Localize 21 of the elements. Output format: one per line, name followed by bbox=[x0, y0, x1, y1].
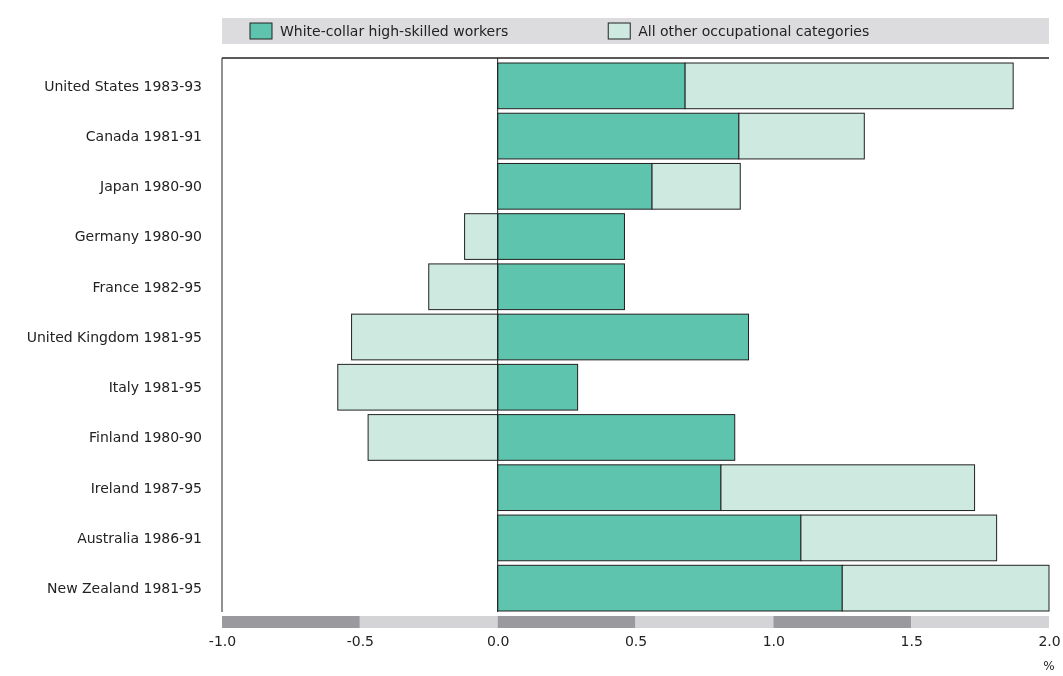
y-tick-label: New Zealand 1981-95 bbox=[47, 580, 202, 597]
x-tick-label: 1.0 bbox=[762, 632, 785, 649]
legend-label: White-collar high-skilled workers bbox=[280, 22, 509, 39]
x-tick-label: 0.5 bbox=[624, 632, 648, 649]
y-tick-label: Finland 1980-90 bbox=[89, 429, 202, 446]
y-tick-label: Italy 1981-95 bbox=[108, 379, 202, 396]
y-tick-label: United Kingdom 1981-95 bbox=[26, 328, 202, 345]
x-tick-label: 2.0 bbox=[1038, 632, 1061, 649]
y-tick-label: Canada 1981-91 bbox=[85, 127, 202, 144]
legend-label: All other occupational categories bbox=[638, 22, 870, 39]
x-tick-label: -1.0 bbox=[208, 632, 237, 649]
y-tick-label: France 1982-95 bbox=[92, 278, 202, 295]
x-axis-title: % bbox=[1043, 659, 1055, 673]
y-tick-label: United States 1983-93 bbox=[44, 77, 202, 94]
y-tick-label: Ireland 1987-95 bbox=[90, 479, 202, 496]
y-tick-label: Germany 1980-90 bbox=[74, 228, 202, 245]
x-tick-label: 0.0 bbox=[487, 632, 510, 649]
y-tick-label: Australia 1986-91 bbox=[77, 529, 202, 546]
x-tick-label: 1.5 bbox=[900, 632, 923, 649]
y-tick-label: Japan 1980-90 bbox=[99, 178, 202, 195]
x-tick-label: -0.5 bbox=[346, 632, 374, 649]
